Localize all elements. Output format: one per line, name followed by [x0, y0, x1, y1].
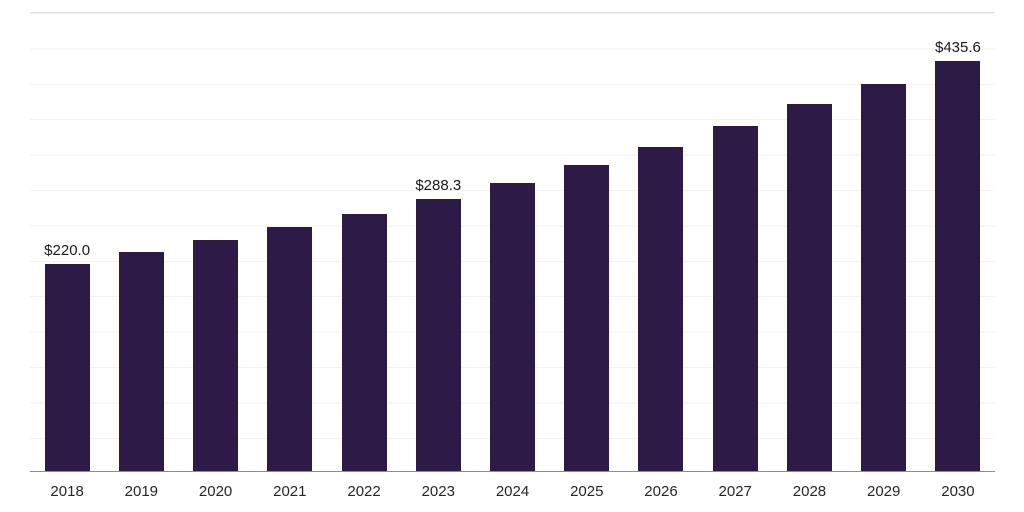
- bar-value-label: $220.0: [44, 241, 91, 259]
- bar-column: [475, 13, 549, 471]
- bar-column: $435.6: [921, 13, 995, 471]
- bar-column: [847, 13, 921, 471]
- x-axis-label: 2024: [495, 483, 530, 500]
- x-axis-label: 2021: [273, 483, 307, 500]
- bar-column: [772, 13, 846, 471]
- bar-2020: [193, 240, 239, 471]
- x-axis-label: 2020: [198, 483, 233, 500]
- bar-2024: [490, 182, 536, 471]
- bar-column: [327, 13, 401, 471]
- x-axis-labels: 2018 2019 2020 2021 2022 2023 2024 2025 2026 2027…: [30, 472, 995, 512]
- x-axis-label: 2026: [644, 483, 678, 500]
- bar-value-label: $288.3: [415, 177, 462, 195]
- bar-2019: [118, 252, 164, 471]
- x-axis-label: 2027: [718, 483, 752, 500]
- bar-2025: [564, 165, 610, 471]
- bars-container: $220.0 $288.3 $435.6: [30, 13, 995, 471]
- bar-2029: [861, 84, 907, 471]
- bar-2030: $435.6: [935, 39, 981, 471]
- x-axis-label: 2018: [50, 483, 84, 500]
- bar-column: [178, 13, 252, 471]
- bar-2027: [712, 126, 758, 471]
- bar-2021: [267, 227, 313, 471]
- x-axis-label: 2030: [941, 483, 975, 500]
- bar-column: [253, 13, 327, 471]
- x-axis-label: 2029: [867, 483, 901, 500]
- bar-2028: [786, 104, 832, 471]
- bar-2026: [638, 146, 684, 471]
- bar-value-label: $435.6: [934, 38, 981, 56]
- bar-column: [550, 13, 624, 471]
- x-axis-label: 2028: [792, 483, 827, 500]
- bar-2023: $288.3: [415, 177, 461, 471]
- x-axis-label: 2023: [421, 483, 455, 500]
- bar-2018: $220.0: [44, 242, 90, 471]
- bar-column: [104, 13, 178, 471]
- bar-column: $288.3: [401, 13, 475, 471]
- x-axis-label: 2019: [124, 483, 159, 500]
- bar-column: $220.0: [30, 13, 104, 471]
- plot-area: $220.0 $288.3 $435.6: [30, 12, 995, 472]
- bar-column: [698, 13, 772, 471]
- bar-column: [624, 13, 698, 471]
- x-axis-label: 2022: [347, 483, 381, 500]
- bar-2022: [341, 213, 387, 471]
- x-axis-label: 2025: [570, 483, 604, 500]
